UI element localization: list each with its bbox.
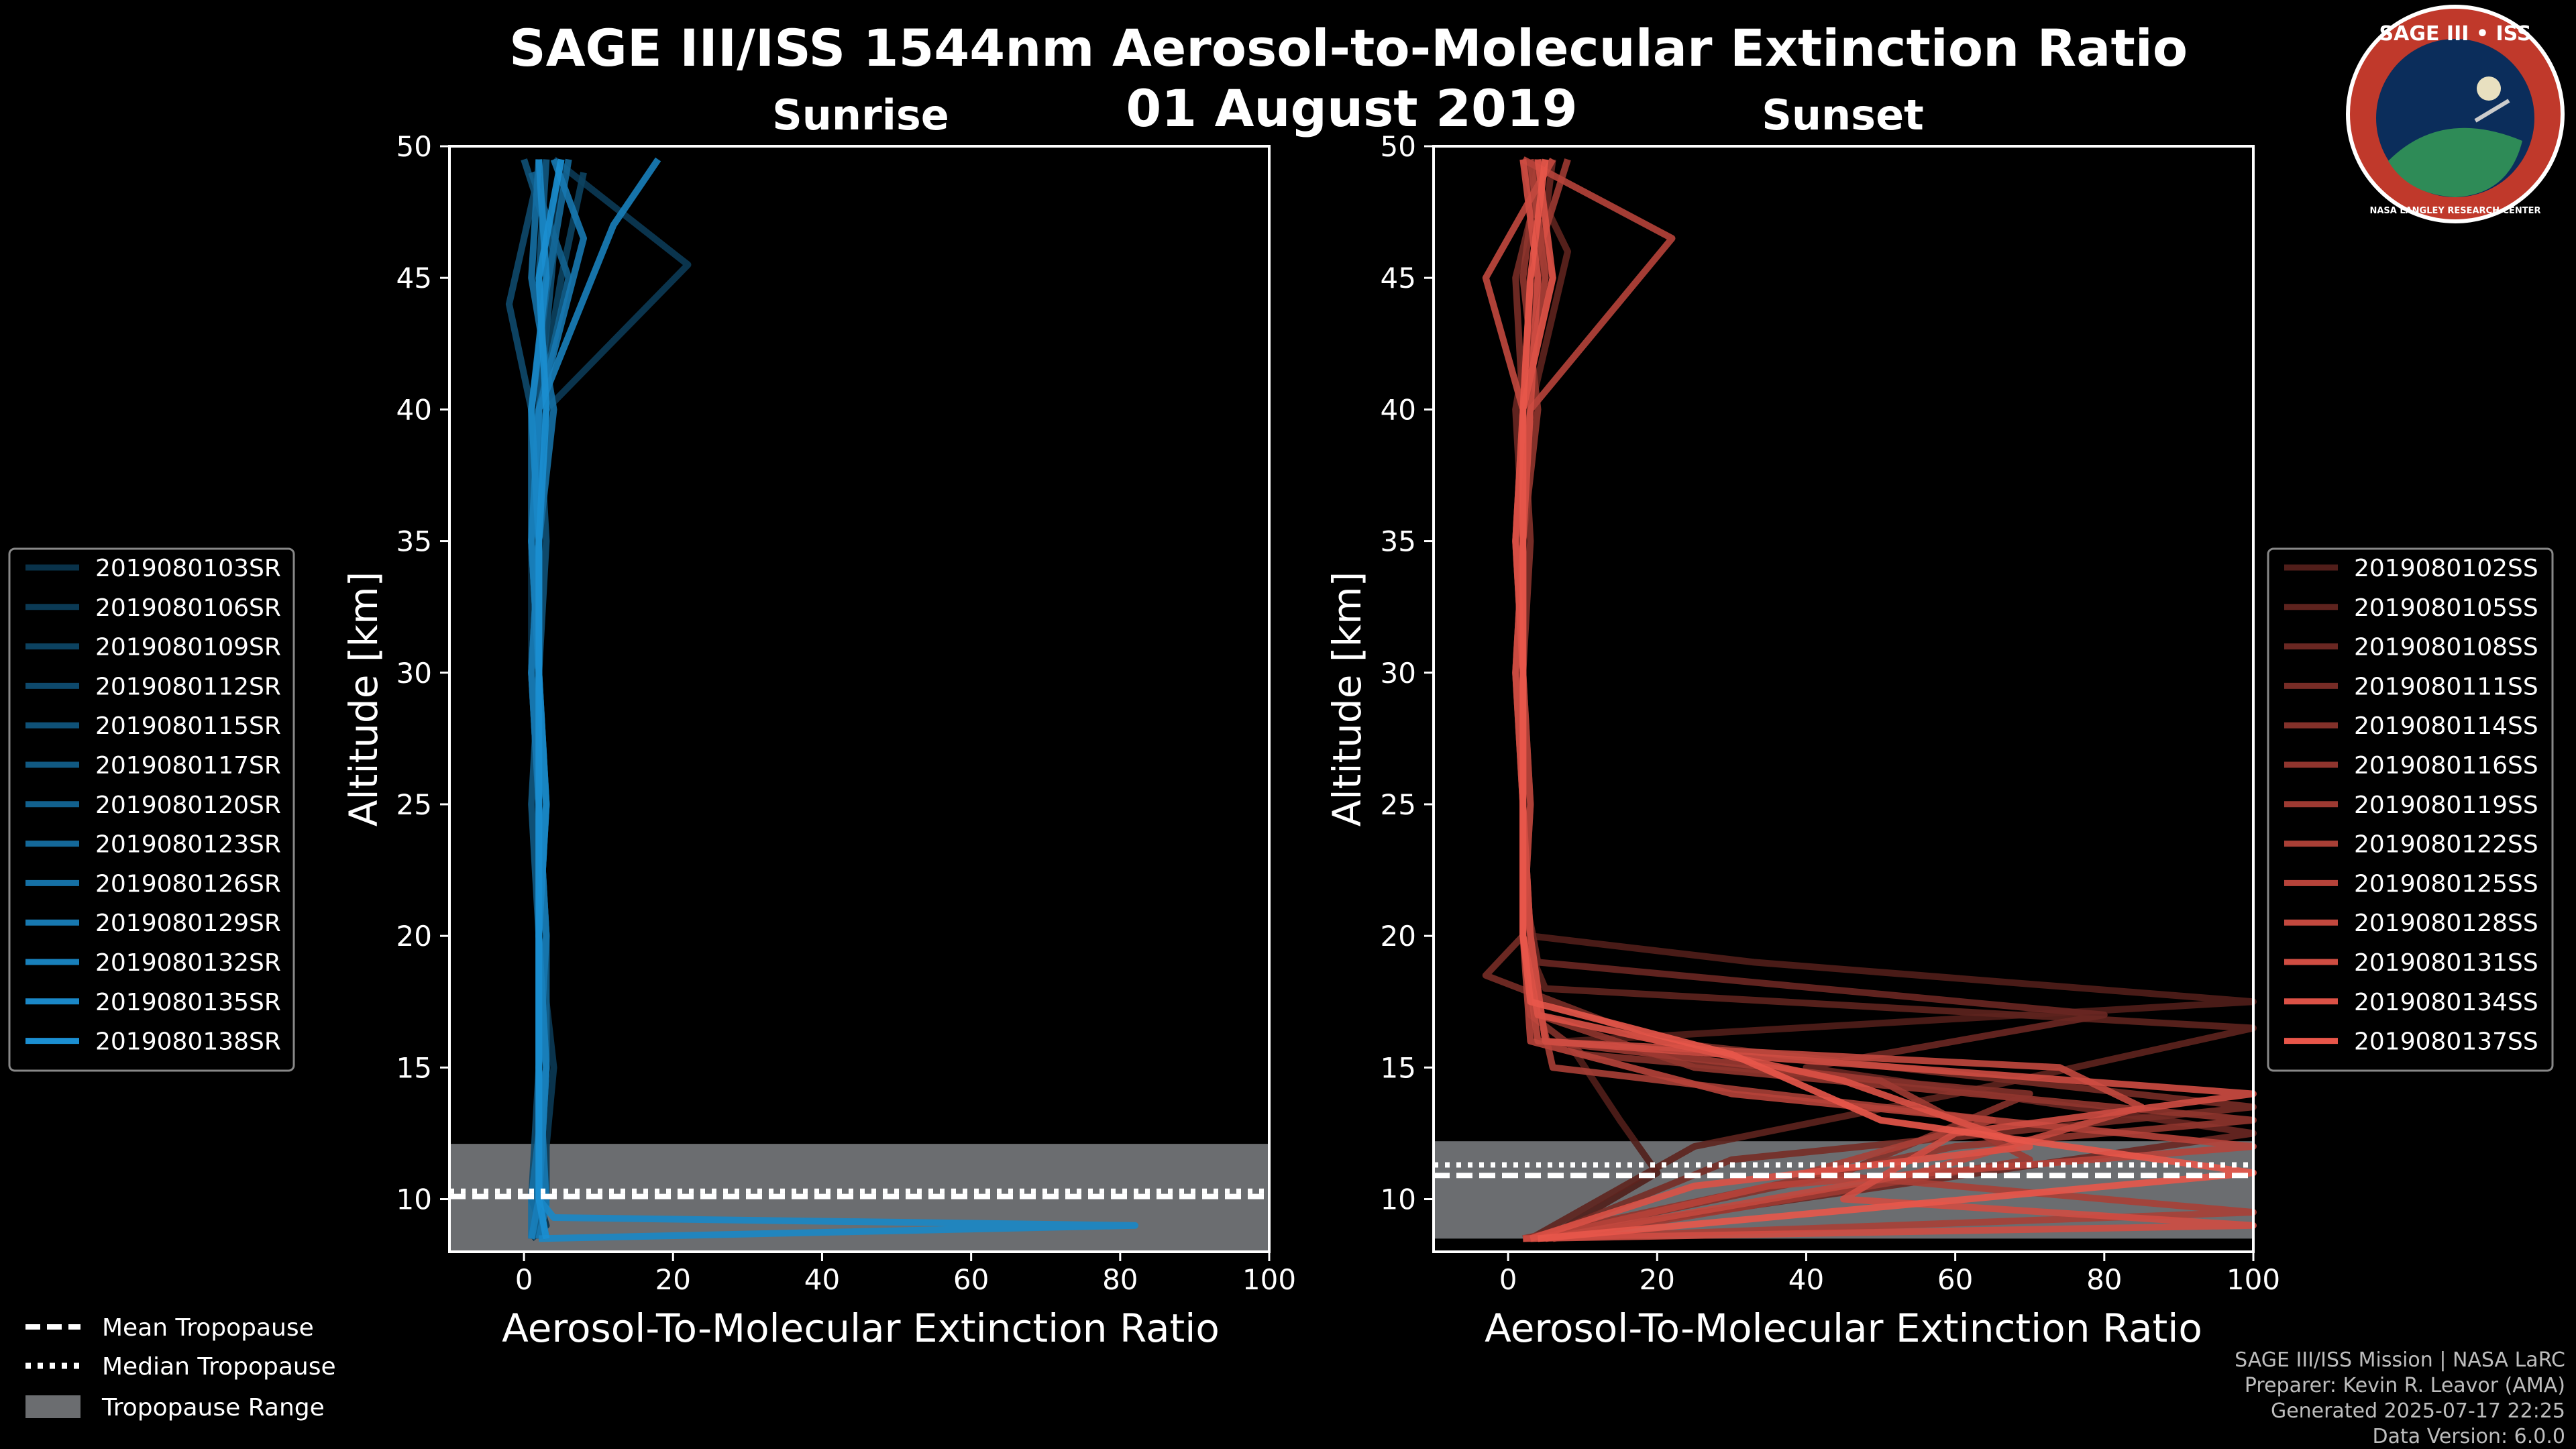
sunrise-y-tick-label: 35 xyxy=(396,525,432,558)
logo-earth xyxy=(2388,127,2522,197)
sunset-legend-label: 2019080137SS xyxy=(2354,1028,2538,1056)
sunrise-plot-frame xyxy=(448,145,1271,1253)
sunset-legend-label: 2019080125SS xyxy=(2354,870,2538,898)
sunset-series-layer xyxy=(1482,156,2257,1242)
sunset-axis-ticks: 0 20 40 60 80 100 10 15 20 25 30 35 40 45 50 xyxy=(1381,130,2281,1296)
sunrise-legend-label: 2019080109SR xyxy=(95,634,281,661)
sunset-legend-label: 2019080102SS xyxy=(2354,555,2538,582)
sunrise-panel: Sunrise 0 20 40 60 80 100 10 15 20 25 30 35 40 45 50 A… xyxy=(341,91,1296,1351)
sunrise-legend-label: 2019080115SR xyxy=(95,712,281,740)
sunset-y-tick-label: 40 xyxy=(1381,393,1416,426)
sunset-legend-box xyxy=(2267,547,2554,1072)
sunrise-legend-box xyxy=(8,547,295,1072)
sunrise-series-layer xyxy=(505,156,1138,1242)
mean-tropopause-label: Mean Tropopause xyxy=(102,1314,314,1342)
sunrise-axis-ticks: 0 20 40 60 80 100 10 15 20 25 30 35 40 45 50 xyxy=(396,130,1297,1296)
tropopause-legend: Mean Tropopause Median Tropopause Tropop… xyxy=(25,1314,336,1421)
sunset-y-tick-label: 50 xyxy=(1381,130,1416,163)
credit-generated: Generated 2025-07-17 22:25 xyxy=(2271,1399,2565,1423)
credit-mission: SAGE III/ISS Mission | NASA LaRC xyxy=(2235,1348,2565,1372)
sunset-series-2019080131SS xyxy=(1512,158,2257,1242)
sunrise-x-tick-label: 40 xyxy=(804,1263,840,1296)
sunrise-legend-label: 2019080117SR xyxy=(95,752,281,780)
sunset-y-tick-label: 35 xyxy=(1381,525,1416,558)
sunset-legend-label: 2019080128SS xyxy=(2354,910,2538,937)
sunset-legend-label: 2019080119SS xyxy=(2354,792,2538,819)
sunrise-legend-label: 2019080126SR xyxy=(95,870,281,898)
sunrise-x-tick-label: 80 xyxy=(1102,1263,1138,1296)
sunset-x-tick-label: 0 xyxy=(1499,1263,1517,1296)
sunset-panel-title: Sunset xyxy=(1762,91,1924,140)
sunrise-legend-label: 2019080132SR xyxy=(95,949,281,977)
sunrise-legend-label: 2019080106SR xyxy=(95,594,281,622)
sunrise-y-tick-label: 40 xyxy=(396,393,432,426)
sunset-y-tick-label: 15 xyxy=(1381,1051,1416,1084)
sunset-legend-label: 2019080116SS xyxy=(2354,752,2538,780)
logo-org-text: NASA LANGLEY RESEARCH CENTER xyxy=(2369,206,2540,216)
credit-data-version: Data Version: 6.0.0 xyxy=(2373,1425,2565,1448)
median-tropopause-label: Median Tropopause xyxy=(102,1353,336,1381)
sunset-x-tick-label: 40 xyxy=(1788,1263,1824,1296)
sunrise-y-tick-label: 45 xyxy=(396,262,432,294)
sunset-legend-label: 2019080111SS xyxy=(2354,673,2538,700)
figure-date: 01 August 2019 xyxy=(1126,78,1577,138)
sunrise-legend: 2019080103SR 2019080106SR 2019080109SR 2019… xyxy=(8,547,295,1072)
sunrise-y-tick-label: 10 xyxy=(396,1183,432,1216)
sunrise-x-tick-label: 0 xyxy=(515,1263,533,1296)
sunrise-series-2019080138SR xyxy=(535,158,565,1240)
sunset-y-tick-label: 10 xyxy=(1381,1183,1416,1216)
sunrise-legend-label: 2019080135SR xyxy=(95,989,281,1016)
sunrise-legend-label: 2019080138SR xyxy=(95,1028,281,1056)
credit-preparer: Preparer: Kevin R. Leavor (AMA) xyxy=(2245,1374,2565,1397)
sunrise-legend-label: 2019080123SR xyxy=(95,831,281,859)
sunrise-panel-title: Sunrise xyxy=(772,91,949,140)
credits: SAGE III/ISS Mission | NASA LaRC Prepare… xyxy=(2235,1348,2565,1448)
sunrise-series-2019080135SR xyxy=(528,159,1138,1242)
sunset-y-axis-label: Altitude [km] xyxy=(1324,572,1370,826)
sunrise-y-tick-label: 30 xyxy=(396,657,432,690)
sunset-y-tick-label: 25 xyxy=(1381,788,1416,821)
sunset-legend: 2019080102SS 2019080105SS 2019080108SS 2019… xyxy=(2267,547,2554,1072)
sunrise-y-axis-label: Altitude [km] xyxy=(341,572,386,826)
sunset-plot-frame xyxy=(1432,145,2255,1253)
sunset-x-tick-label: 100 xyxy=(2226,1263,2280,1296)
logo-moon xyxy=(2477,76,2501,101)
sunrise-x-tick-label: 100 xyxy=(1242,1263,1296,1296)
tropopause-range-swatch xyxy=(25,1395,80,1418)
sunrise-x-tick-label: 60 xyxy=(953,1263,989,1296)
sunset-legend-label: 2019080134SS xyxy=(2354,989,2538,1016)
tropopause-range-label: Tropopause Range xyxy=(101,1394,325,1421)
logo-text: SAGE III • ISS xyxy=(2379,22,2532,46)
sunset-y-tick-label: 30 xyxy=(1381,657,1416,690)
sunrise-x-tick-label: 20 xyxy=(655,1263,691,1296)
sunset-x-axis-label: Aerosol-To-Molecular Extinction Ratio xyxy=(1485,1305,2202,1351)
sunrise-y-tick-label: 15 xyxy=(396,1051,432,1084)
sunset-x-tick-label: 20 xyxy=(1640,1263,1675,1296)
sage-iii-iss-logo: SAGE III • ISS NASA LANGLEY RESEARCH CEN… xyxy=(2346,5,2565,223)
sunrise-y-tick-label: 25 xyxy=(396,788,432,821)
sunrise-legend-label: 2019080120SR xyxy=(95,792,281,819)
sunrise-x-axis-label: Aerosol-To-Molecular Extinction Ratio xyxy=(502,1305,1220,1351)
sunrise-plot-background xyxy=(449,146,1269,1252)
sunset-panel: Sunset 0 20 40 60 80 100 10 15 20 25 30 35 40 45 50 Ae… xyxy=(1324,91,2280,1351)
sunrise-y-tick-label: 50 xyxy=(396,130,432,163)
sunset-y-tick-label: 20 xyxy=(1381,920,1416,953)
sunrise-legend-label: 2019080129SR xyxy=(95,910,281,937)
sunset-legend-label: 2019080108SS xyxy=(2354,634,2538,661)
figure-title: SAGE III/ISS 1544nm Aerosol-to-Molecular… xyxy=(509,18,2188,78)
sunset-legend-label: 2019080122SS xyxy=(2354,831,2538,859)
sunset-series-2019080137SS xyxy=(1519,158,2257,1242)
sunset-legend-label: 2019080105SS xyxy=(2354,594,2538,622)
sunrise-legend-label: 2019080112SR xyxy=(95,673,281,700)
sunset-x-tick-label: 80 xyxy=(2086,1263,2122,1296)
sunset-x-tick-label: 60 xyxy=(1937,1263,1973,1296)
sunset-legend-label: 2019080131SS xyxy=(2354,949,2538,977)
sunset-y-tick-label: 45 xyxy=(1381,262,1416,294)
sunset-legend-label: 2019080114SS xyxy=(2354,712,2538,740)
sunrise-y-tick-label: 20 xyxy=(396,920,432,953)
logo-station xyxy=(2474,99,2510,123)
sunrise-legend-label: 2019080103SR xyxy=(95,555,281,582)
